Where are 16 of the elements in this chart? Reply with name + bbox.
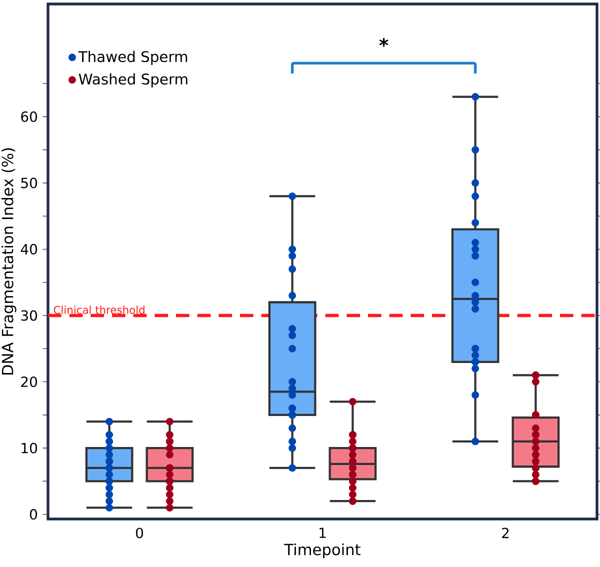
x-tick-label: 0 <box>136 528 144 538</box>
annotation: * <box>379 38 388 47</box>
y-tick-label: 20 <box>21 376 38 388</box>
y-axis-title: DNA Fragmentation Index (%) <box>1 148 16 375</box>
y-tick-label: 10 <box>22 442 38 454</box>
x-tick-label: 1 <box>320 528 326 538</box>
x-tick-label: 2 <box>502 528 509 538</box>
ref-line-label: Clinical threshold <box>54 306 144 314</box>
x-axis-title: Timepoint <box>284 543 360 558</box>
y-tick-label: 40 <box>20 244 38 255</box>
y-tick-label: 30 <box>21 310 38 321</box>
y-tick-label: 50 <box>21 178 38 188</box>
legend-label: Thawed Sperm <box>78 50 188 65</box>
y-tick-label: 60 <box>21 111 38 122</box>
y-tick-label: 0 <box>30 509 38 520</box>
legend-label: Washed Sperm <box>78 73 188 88</box>
